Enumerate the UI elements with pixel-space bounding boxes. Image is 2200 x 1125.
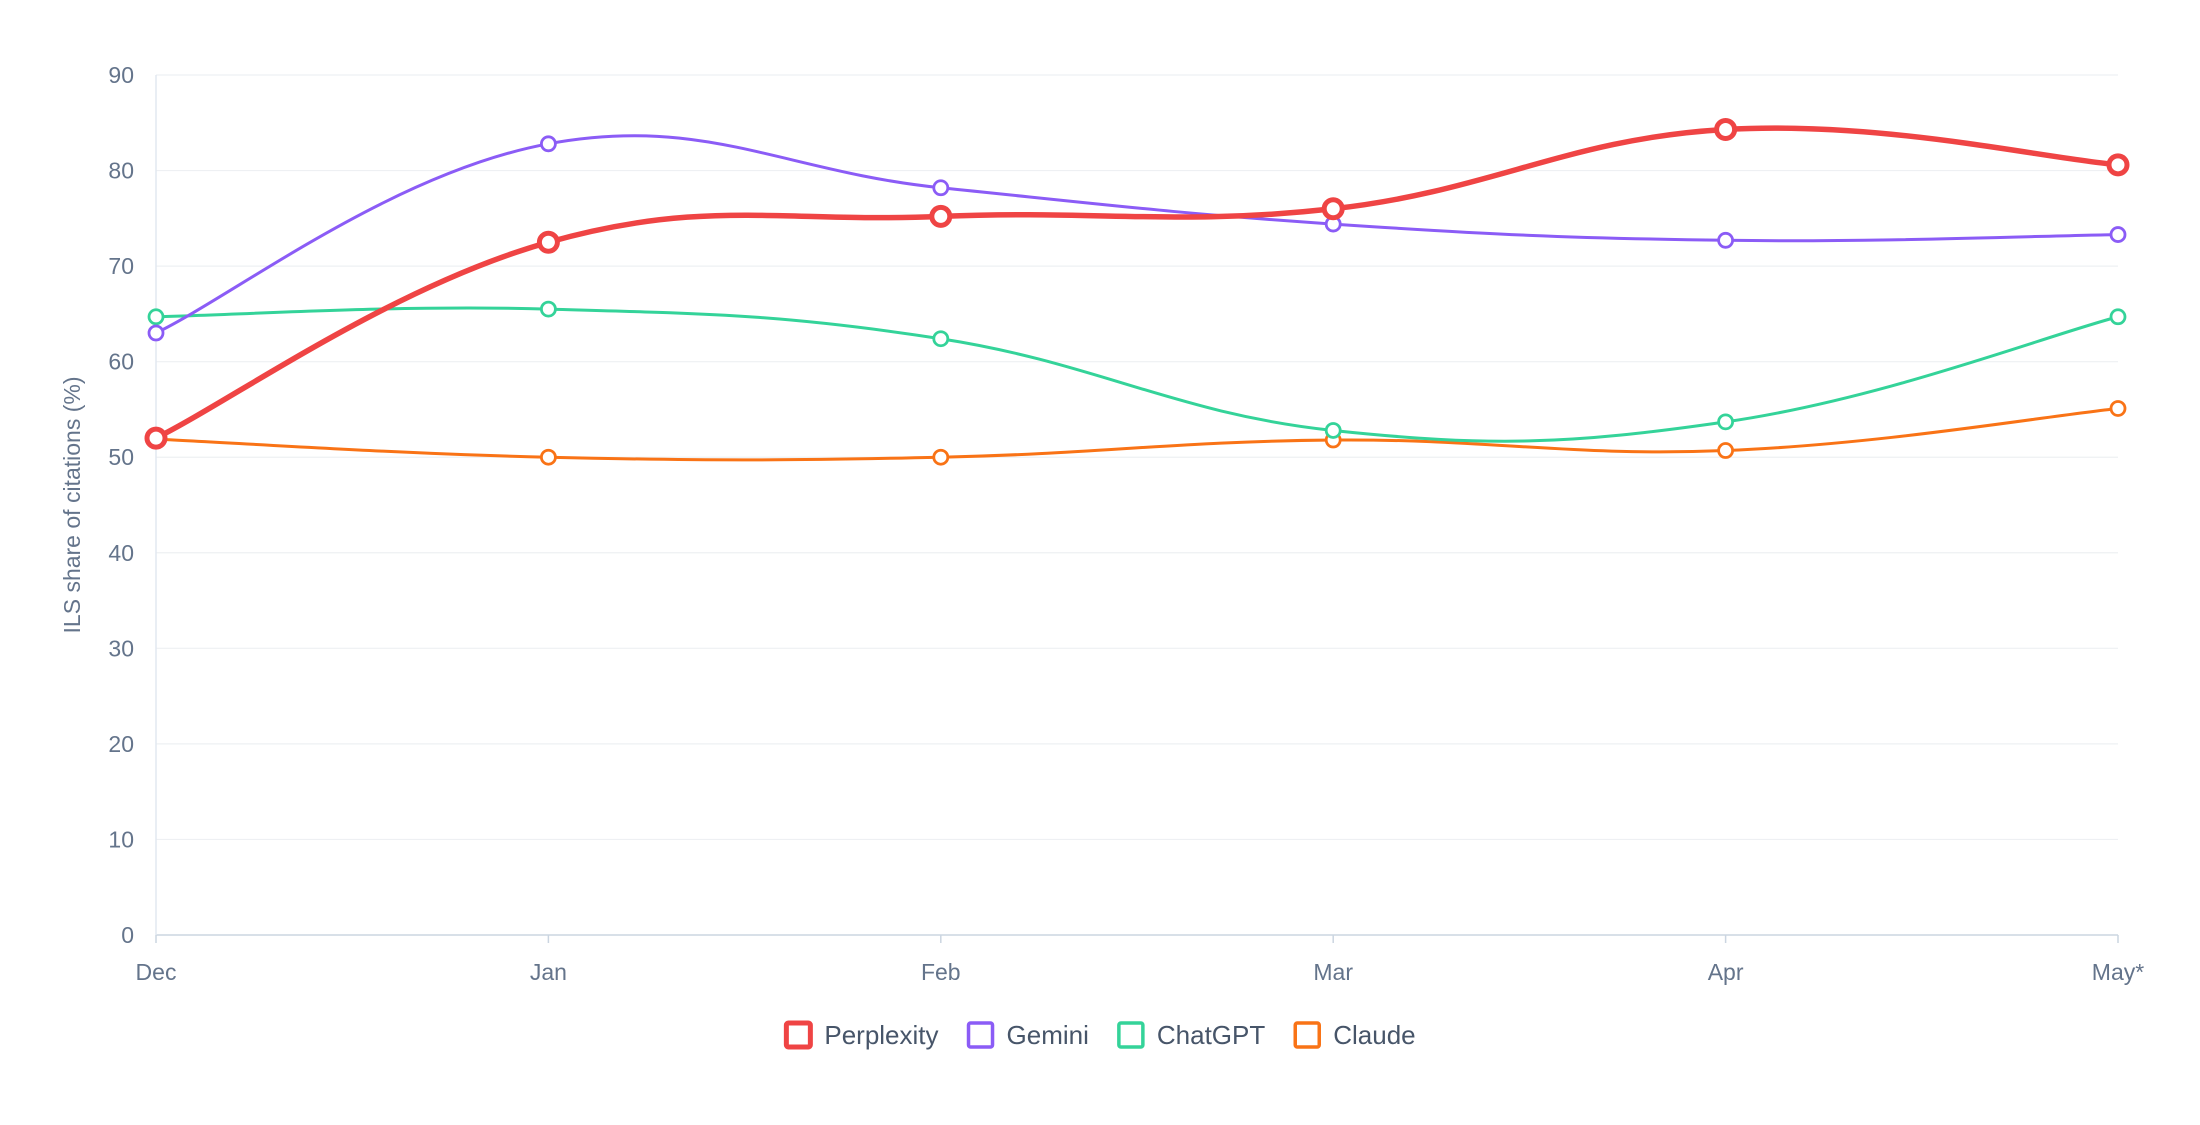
legend-swatch	[1117, 1021, 1145, 1049]
data-point-chatgpt[interactable]	[540, 300, 557, 318]
data-point-perplexity[interactable]	[929, 204, 953, 228]
data-point-chatgpt[interactable]	[147, 308, 165, 326]
y-axis-title: ILS share of citations (%)	[59, 377, 85, 634]
series-line-gemini	[154, 134, 2120, 335]
y-tick-label: 80	[108, 158, 134, 184]
y-tick-label: 70	[108, 253, 134, 279]
legend-swatch	[1293, 1021, 1321, 1049]
legend-item-chatgpt[interactable]: ChatGPT	[1117, 1020, 1265, 1050]
series-layer	[144, 117, 2130, 466]
y-tick-label: 60	[108, 349, 134, 375]
data-point-chatgpt[interactable]	[932, 330, 950, 348]
x-tick-label: Apr	[1708, 959, 1744, 985]
series-chatgpt	[147, 300, 2127, 443]
series-line-chatgpt	[154, 306, 2120, 443]
y-tick-label: 0	[121, 922, 134, 948]
y-tick-label: 50	[108, 444, 134, 470]
data-point-chatgpt[interactable]	[1324, 422, 1342, 439]
data-point-gemini[interactable]	[147, 324, 165, 342]
grid-layer	[156, 74, 2118, 936]
x-tick-label: May*	[2092, 959, 2144, 985]
series-line-claude	[154, 406, 2120, 462]
data-point-gemini[interactable]	[2109, 226, 2127, 243]
data-point-gemini[interactable]	[540, 135, 557, 153]
x-tick-label: Mar	[1313, 959, 1353, 985]
legend-label: Perplexity	[824, 1020, 938, 1050]
series-gemini	[147, 134, 2127, 342]
data-point-chatgpt[interactable]	[2109, 308, 2127, 326]
y-tick-label: 40	[108, 540, 134, 566]
data-point-claude[interactable]	[1717, 442, 1734, 459]
legend-item-perplexity[interactable]: Perplexity	[783, 1020, 939, 1050]
legend-item-gemini[interactable]: Gemini	[966, 1020, 1089, 1050]
x-tick-label: Dec	[136, 959, 177, 985]
data-point-perplexity[interactable]	[1714, 117, 1738, 141]
legend-label: ChatGPT	[1157, 1020, 1265, 1050]
series-claude	[147, 400, 2127, 466]
y-tick-label: 10	[108, 826, 134, 852]
legend-label: Claude	[1333, 1020, 1415, 1050]
data-point-chatgpt[interactable]	[1717, 413, 1734, 431]
legend-swatch	[783, 1020, 813, 1050]
data-point-gemini[interactable]	[932, 179, 950, 197]
x-tick-label: Feb	[921, 959, 961, 985]
legend-label: Gemini	[1007, 1020, 1089, 1050]
data-point-perplexity[interactable]	[144, 426, 168, 450]
x-tick-label: Jan	[530, 959, 567, 985]
data-point-claude[interactable]	[932, 448, 950, 466]
data-point-claude[interactable]	[2109, 400, 2127, 417]
data-point-perplexity[interactable]	[536, 230, 560, 254]
y-tick-label: 30	[108, 635, 134, 661]
data-point-claude[interactable]	[540, 448, 557, 466]
data-point-perplexity[interactable]	[1321, 197, 1345, 221]
series-line-perplexity	[153, 125, 2121, 441]
legend[interactable]: Perplexity Gemini ChatGPT Claude	[783, 1020, 1416, 1050]
data-point-perplexity[interactable]	[2106, 153, 2130, 177]
legend-item-claude[interactable]: Claude	[1293, 1020, 1416, 1050]
series-perplexity	[144, 117, 2130, 450]
data-point-gemini[interactable]	[1717, 231, 1734, 249]
axis-layer: 0 10 20 30 40 50 60 70 80 90 Dec Jan Feb Mar Apr May*	[108, 62, 2144, 985]
y-tick-label: 90	[108, 62, 134, 88]
legend-swatch	[966, 1021, 995, 1049]
y-tick-label: 20	[108, 731, 134, 757]
